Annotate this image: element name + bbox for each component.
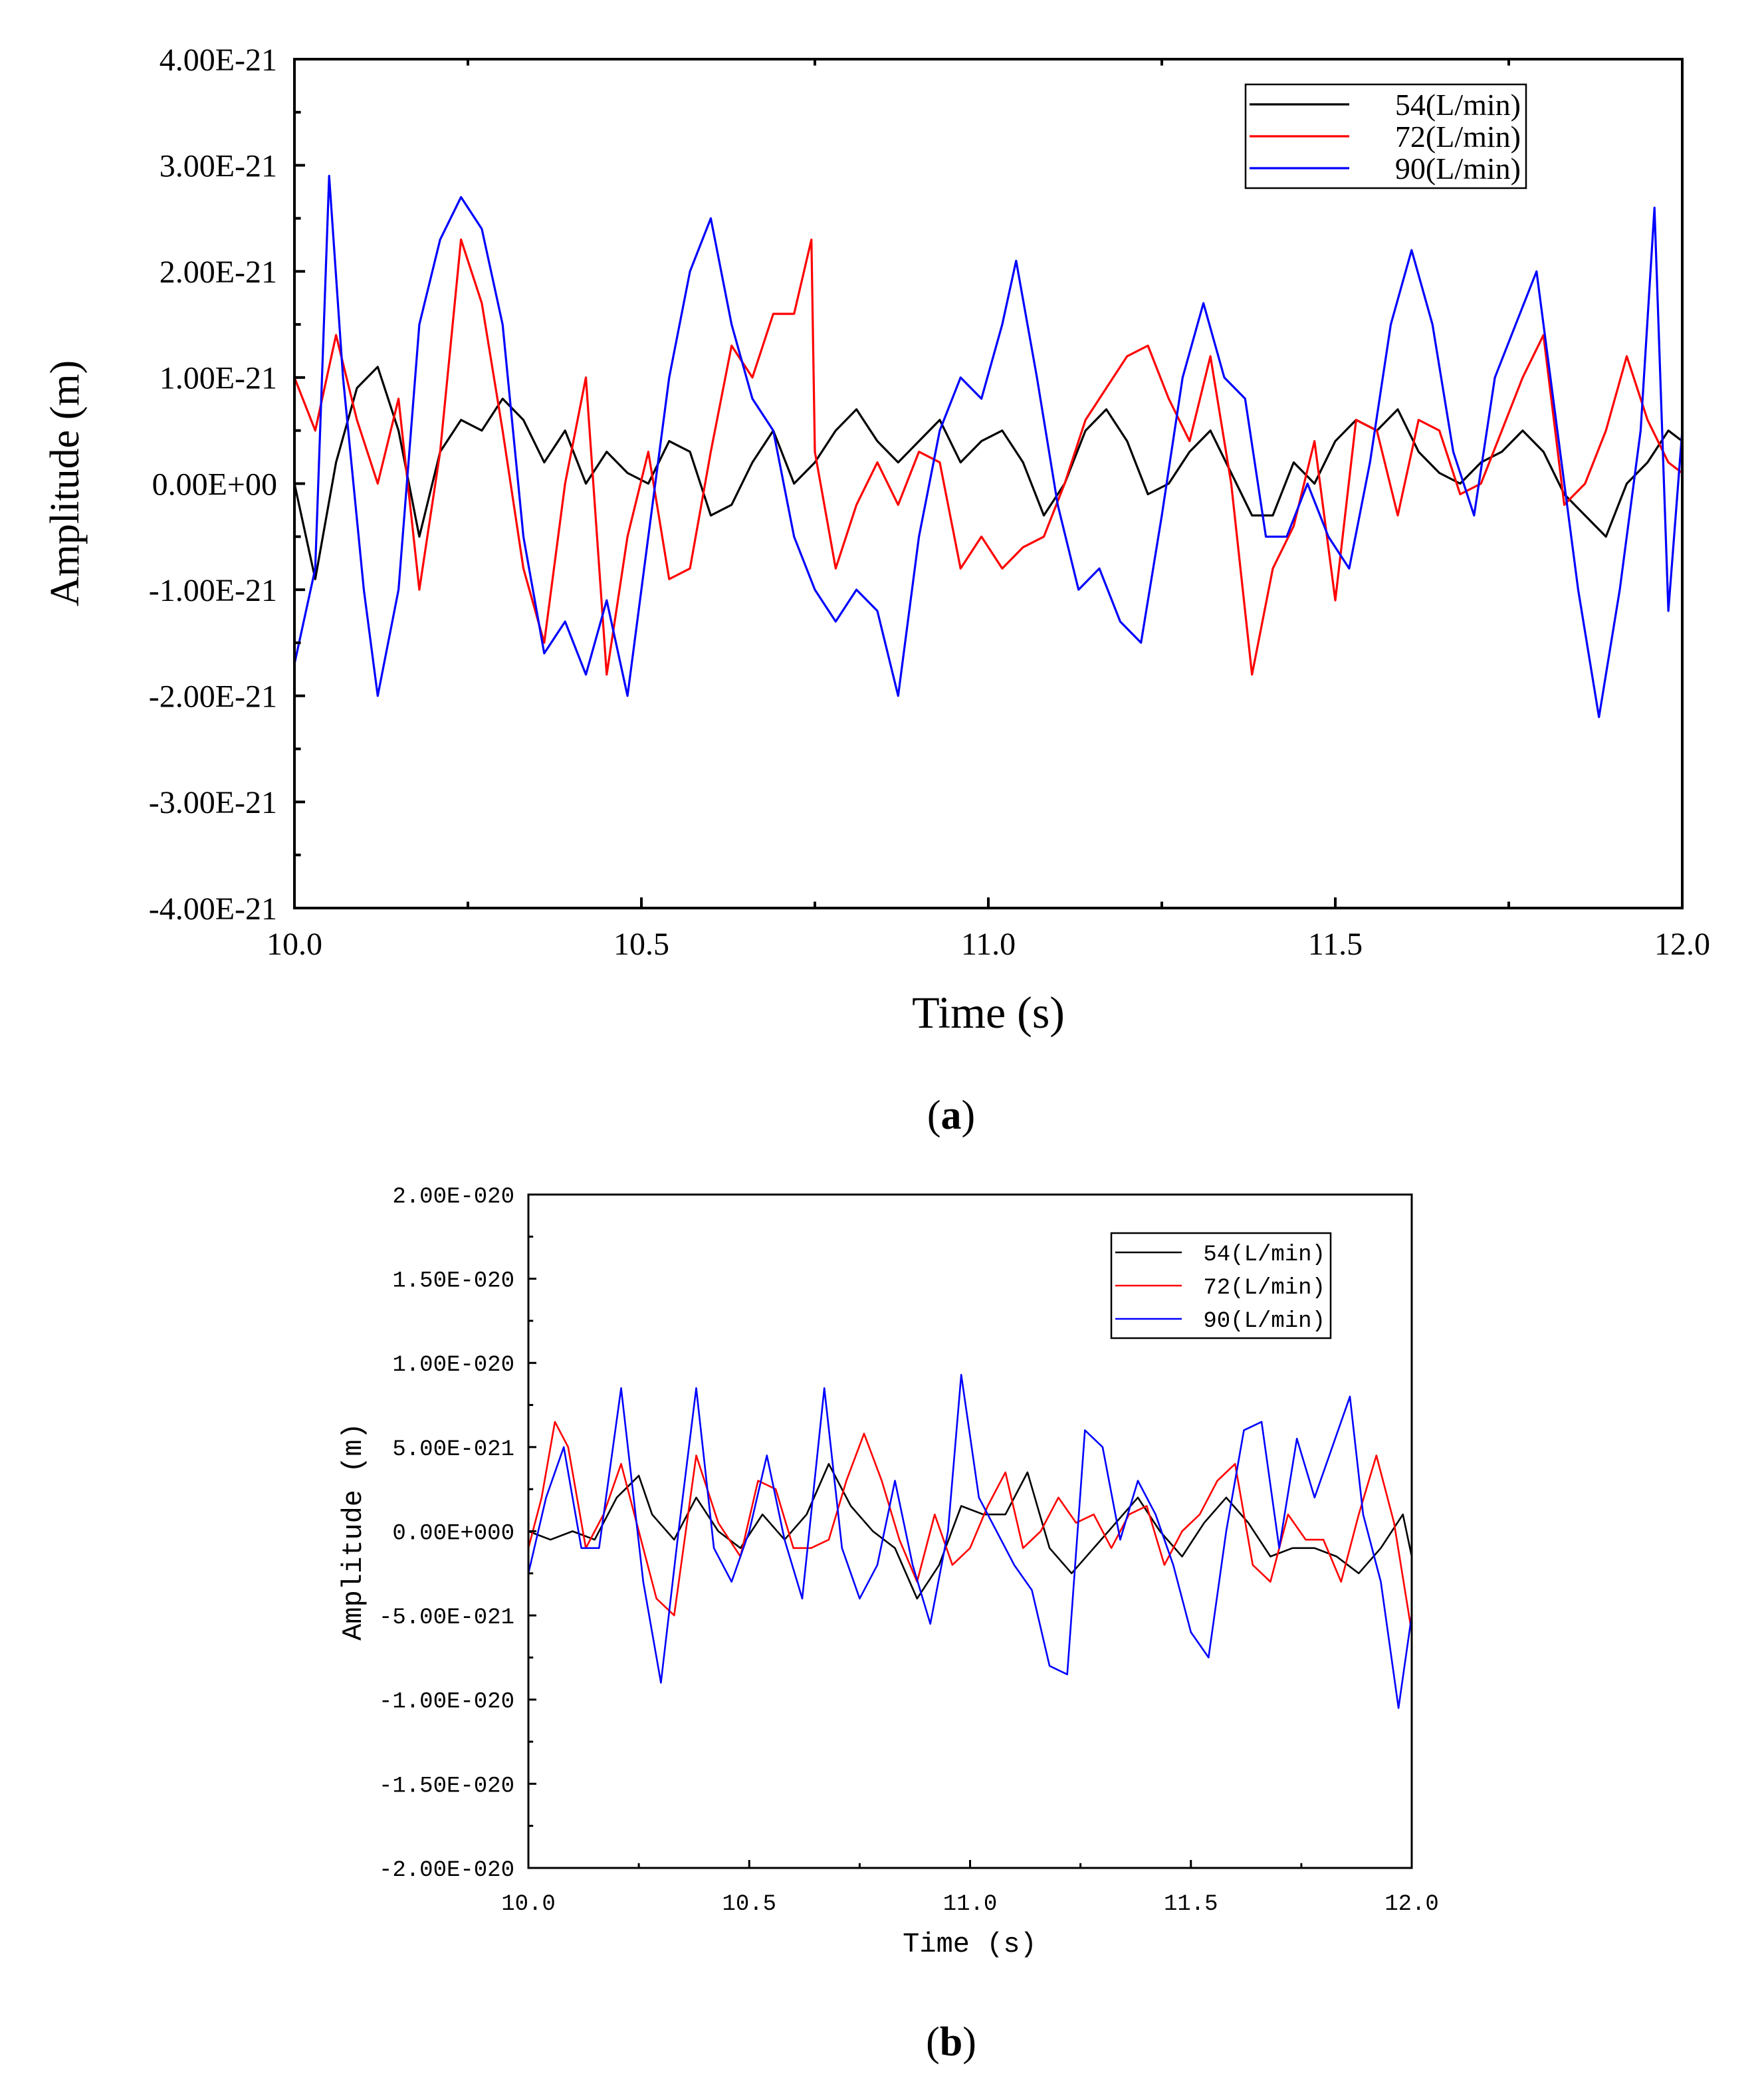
y-tick-label: 0.00E+00	[152, 467, 277, 502]
legend-label: 54(L/min)	[1395, 88, 1521, 122]
panel-caption-a: (a)	[927, 1093, 975, 1138]
y-tick-label: -4.00E-21	[149, 891, 277, 927]
chart-panel-a: -4.00E-21 -3.00E-21 -2.00E-21 -1.00E-21 0.00…	[43, 43, 1710, 1138]
axis-ticks-b: -2.00E-020 -1.50E-020 -1.00E-020 -5.00E-021…	[379, 1185, 1439, 1917]
y-tick-label: 1.00E-21	[160, 361, 277, 396]
series-line-72-l-min	[293, 238, 1683, 676]
legend-label: 54(L/min)	[1203, 1242, 1325, 1268]
y-tick-label: -3.00E-21	[149, 785, 277, 820]
x-tick-label: 12.0	[1384, 1892, 1439, 1917]
panel-caption-b: (b)	[926, 2020, 976, 2065]
y-tick-label: -1.00E-21	[149, 573, 277, 608]
x-tick-label: 10.5	[722, 1892, 776, 1917]
x-tick-label: 10.0	[501, 1892, 556, 1917]
x-tick-label: 12.0	[1654, 927, 1710, 962]
y-tick-label: 5.00E-021	[392, 1437, 514, 1462]
legend-b: 54(L/min) 72(L/min) 90(L/min)	[1110, 1232, 1332, 1339]
y-tick-label: -1.50E-020	[379, 1774, 514, 1799]
y-tick-label: -2.00E-21	[149, 679, 277, 715]
axis-ticks-a: -4.00E-21 -3.00E-21 -2.00E-21 -1.00E-21 0.00…	[149, 43, 1710, 962]
y-tick-label: 1.00E-020	[392, 1353, 514, 1378]
x-tick-label: 11.5	[1164, 1892, 1218, 1917]
series-line-90-l-min	[293, 175, 1684, 719]
plot-area-a	[293, 175, 1684, 719]
y-tick-label: 3.00E-21	[160, 148, 277, 183]
panel-caption-letter-a: a	[941, 1093, 962, 1138]
legend-label: 90(L/min)	[1395, 152, 1521, 185]
x-tick-label: 10.5	[613, 927, 669, 962]
x-tick-label: 11.5	[1308, 927, 1363, 962]
legend-a: 54(L/min)72(L/min)90(L/min)	[1244, 83, 1527, 189]
y-tick-label: 1.50E-020	[392, 1269, 514, 1294]
x-axis-label-a: Time (s)	[912, 987, 1065, 1038]
y-tick-label: 2.00E-020	[392, 1185, 514, 1210]
y-tick-label: 2.00E-21	[160, 255, 277, 290]
y-tick-label: 0.00E+000	[392, 1521, 514, 1546]
x-tick-label: 11.0	[943, 1892, 998, 1917]
legend-label: 72(L/min)	[1203, 1276, 1325, 1301]
y-axis-label-b: Amplitude (m)	[338, 1423, 370, 1641]
legend-label: 72(L/min)	[1395, 120, 1521, 154]
y-tick-label: -1.00E-020	[379, 1690, 514, 1715]
series-line-90-l-min	[527, 1373, 1413, 1709]
series-line-72-l-min	[527, 1421, 1413, 1633]
y-axis-label-a: Amplitude (m)	[43, 360, 88, 606]
legend-label: 90(L/min)	[1203, 1309, 1325, 1334]
series-line-54-l-min	[528, 1462, 1413, 1600]
plot-area-b	[527, 1373, 1413, 1709]
y-tick-label: -5.00E-021	[379, 1605, 514, 1631]
y-tick-label: -2.00E-020	[379, 1858, 514, 1883]
x-axis-label-b: Time (s)	[903, 1928, 1037, 1960]
y-tick-label: 4.00E-21	[160, 43, 277, 78]
panel-caption-letter-b: b	[940, 2020, 962, 2065]
x-tick-label: 10.0	[267, 927, 322, 962]
x-tick-label: 11.0	[961, 927, 1016, 962]
chart-panel-b: -2.00E-020 -1.50E-020 -1.00E-020 -5.00E-021…	[338, 1185, 1439, 2065]
